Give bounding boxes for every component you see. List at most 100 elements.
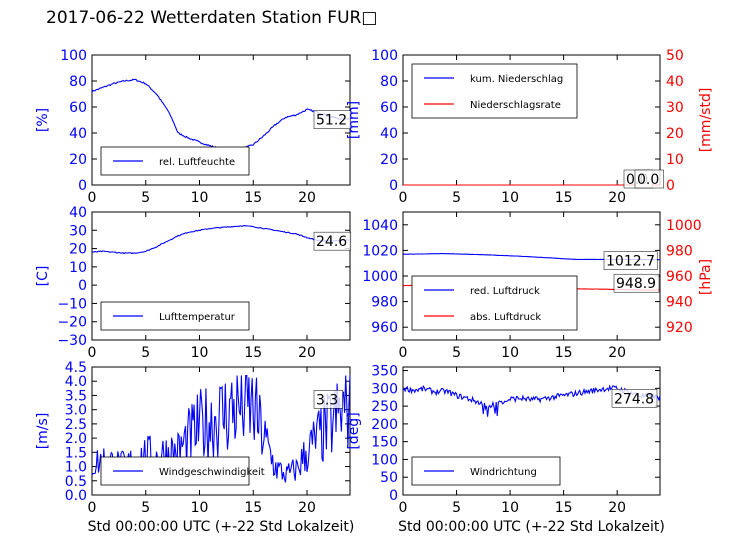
x-tick-label: 20 [608,190,626,206]
x-tick-label: 15 [244,190,262,206]
x-tick-label: 20 [608,345,626,361]
x-tick-label: 5 [452,500,461,516]
y2-tick-label: 30 [666,100,684,116]
last-value-label: 51.2 [316,113,347,129]
y-tick-label: 1020 [362,243,398,259]
y-tick-label: 960 [371,320,398,336]
x-axis-label: Std 00:00:00 UTC (+-22 Std Lokalzeit) [398,519,665,535]
y-tick-label: 4.5 [65,360,87,376]
x-tick-label: 0 [399,190,408,206]
x-tick-label: 20 [298,345,316,361]
y-tick-label: 3.0 [65,403,87,419]
y-tick-label: 4.0 [65,374,87,390]
y-tick-label: 40 [69,126,87,142]
last-value-label-2: 0.0 [637,172,659,188]
legend-box [411,63,578,119]
y-tick-label: 80 [69,74,87,90]
legend-label: abs. Luftdruck [470,312,541,323]
y-tick-label: 200 [371,417,398,433]
legend-label: Windgeschwindigkeit [159,467,265,478]
y-tick-label: 10 [69,260,87,276]
y2-tick-label: 40 [666,74,684,90]
chart-panel-wind-speed: 0 5 10 15 20 0.00.51.01.52.02.53.03.54.04.5 [m… [35,360,354,535]
y-axis-label: [%] [35,108,51,132]
x-tick-label: 5 [452,345,461,361]
last-value-label-2-box [634,169,664,189]
x-tick-label: 20 [298,190,316,206]
last-value-label: 24.6 [316,234,347,250]
y2-tick-label: 940 [666,295,693,311]
legend-box [411,275,578,331]
y-tick-label: 1.0 [65,460,87,476]
legend-label: kum. Niederschlag [470,74,563,85]
y-tick-label: 60 [380,100,398,116]
legend-label: red. Luftdruck [470,286,540,297]
x-tick-label: 0 [399,500,408,516]
y-tick-label: 40 [380,126,398,142]
x-tick-label: 10 [501,500,519,516]
y-tick-label: 50 [380,470,398,486]
y2-tick-label: 920 [666,320,693,336]
y-tick-label: 40 [69,205,87,221]
last-value-label-2-box [613,273,660,293]
page-title: 2017-06-22 Wetterdaten Station FUR□ [46,8,378,28]
y-tick-label: 20 [69,242,87,258]
y-tick-label: 0 [78,278,87,294]
last-value-label-box [603,251,658,270]
y-tick-label: 30 [69,223,87,239]
last-value-label: 1012.7 [606,254,655,270]
y2-tick-label: 1000 [666,218,702,234]
x-tick-label: 0 [88,500,97,516]
x-tick-label: 10 [191,500,209,516]
legend-label: Windrichtung [470,467,537,478]
x-tick-label: 15 [555,345,573,361]
y-tick-label: 100 [60,48,87,64]
y-tick-label: 100 [371,48,398,64]
x-tick-label: 15 [555,500,573,516]
y-tick-label: 80 [380,74,398,90]
y-axis-label: [m/s] [35,413,51,450]
y-tick-label: 60 [69,100,87,116]
chart-panel-pressure: 0 5 10 15 20 960 980 1000 1020 1040 920 940 960 980 10… [362,211,714,361]
last-value-label-2: 948.9 [616,276,656,292]
x-tick-label: 5 [141,500,150,516]
x-tick-label: 10 [501,190,519,206]
y-tick-label: 20 [69,152,87,168]
last-value-label: 3.3 [316,392,338,408]
y-axis-label: [C] [35,266,51,287]
y2-axis-label: [hPa] [698,259,714,295]
y-tick-label: 150 [371,435,398,451]
last-value-label-box [611,389,658,408]
legend-box [100,456,250,486]
legend-label: Lufttemperatur [159,312,236,323]
y-tick-label: 2.5 [65,417,87,433]
x-tick-label: 10 [191,190,209,206]
x-tick-label: 5 [141,345,150,361]
last-value-label: 274.8 [614,391,654,407]
x-tick-label: 10 [191,345,209,361]
x-tick-label: 10 [501,345,519,361]
last-value-label-box [313,390,343,409]
legend-label: Niederschlagsrate [470,100,561,111]
y2-tick-label: 10 [666,152,684,168]
x-tick-label: 5 [452,190,461,206]
y2-tick-label: 50 [666,48,684,64]
y-tick-label: 0 [389,178,398,194]
y-tick-label: 0 [78,178,87,194]
y-tick-label: 0.0 [65,488,87,504]
x-tick-label: 20 [608,500,626,516]
x-tick-label: 0 [88,345,97,361]
y-tick-label: 1040 [362,218,398,234]
y2-axis-label: [mm/std] [698,88,714,153]
chart-panel-precipitation: 0 5 10 15 20 0 20 40 60 80 100 0 10 20 30 40 50 [mm] [mm/s… [346,48,714,206]
y-tick-label: 0.5 [65,474,87,490]
y-tick-label: 300 [371,381,398,397]
y-axis-label: [deg] [346,412,362,449]
last-value-label-box [313,231,352,251]
y-tick-label: 2.0 [65,431,87,447]
y-tick-label: 100 [371,452,398,468]
legend-label: rel. Luftfeuchte [159,157,235,168]
y-tick-label: −10 [57,296,87,312]
